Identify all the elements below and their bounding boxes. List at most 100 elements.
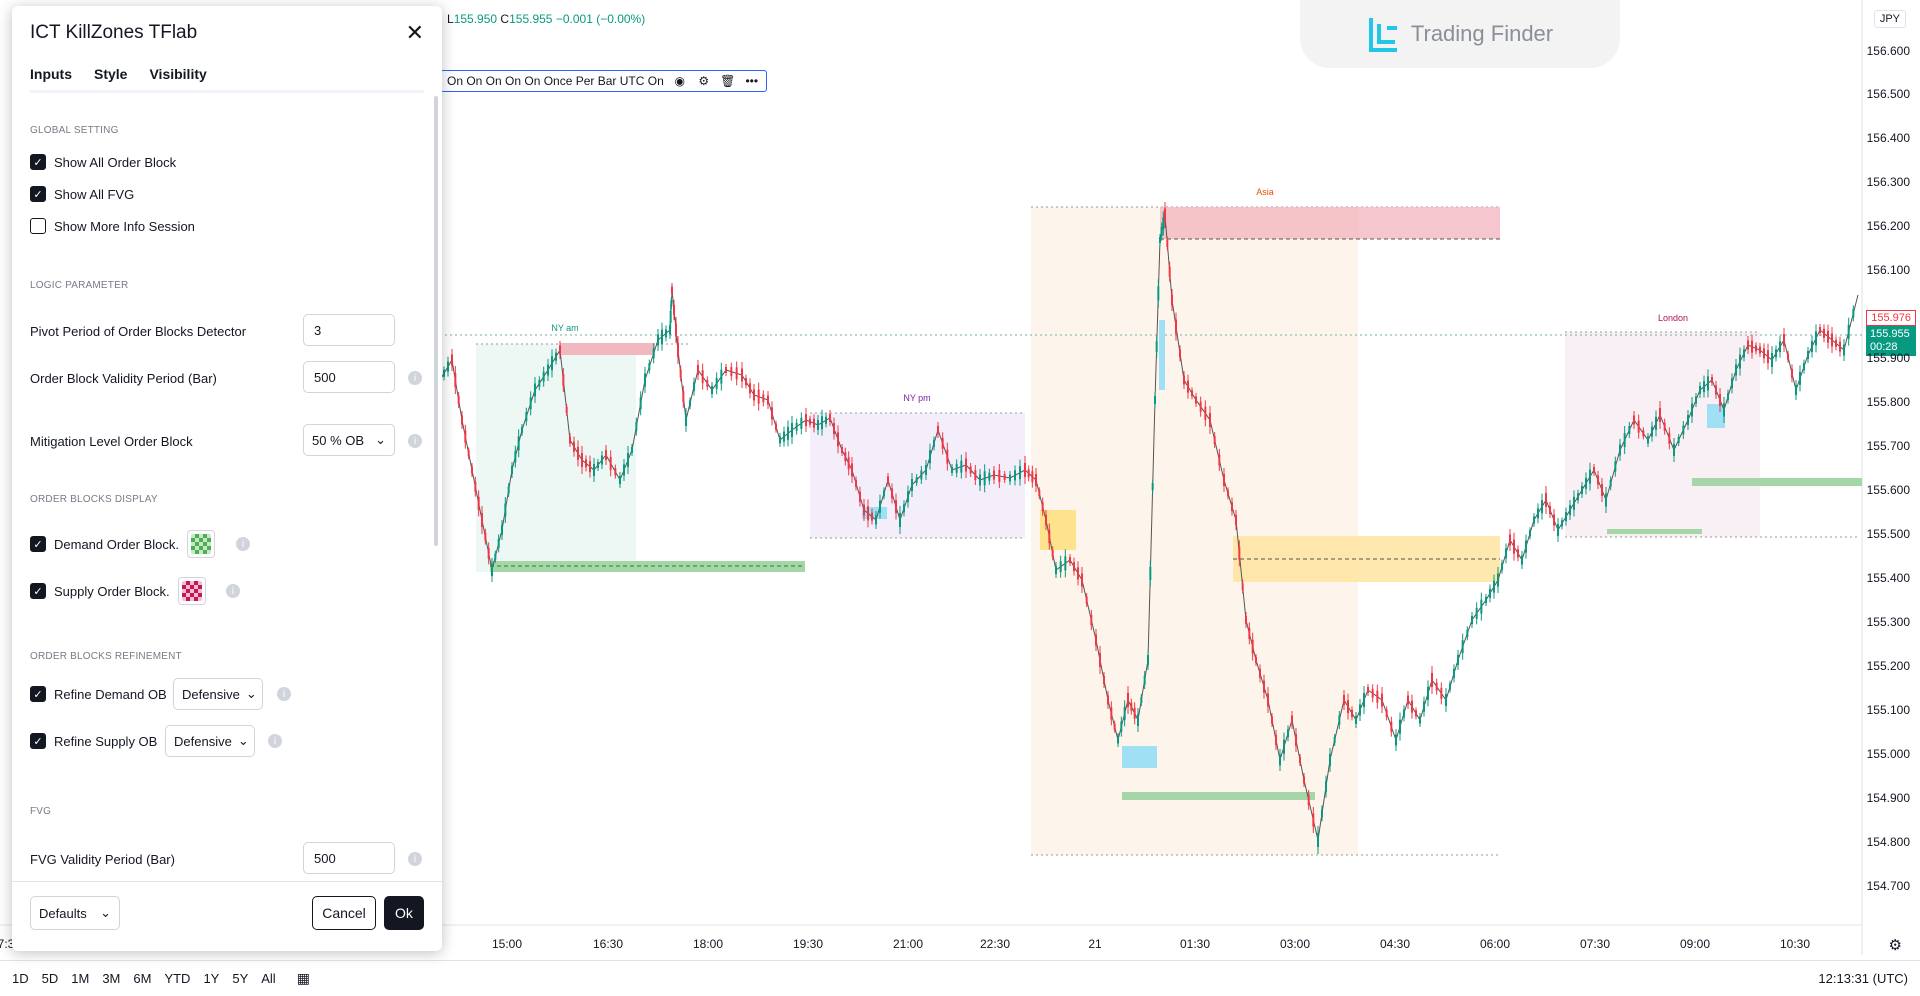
candle-body xyxy=(1597,475,1599,485)
indicator-legend-row[interactable]: On On On On On Once Per Bar UTC On ◉ ⚙ 🗑… xyxy=(440,70,767,92)
ob-validity-input[interactable]: 500 xyxy=(303,361,395,393)
pivot-period-input[interactable]: 3 xyxy=(303,314,395,346)
candle-body xyxy=(1051,549,1054,557)
refine-supply-select[interactable]: Defensive ⌄ xyxy=(165,725,255,757)
supply-color-swatch[interactable] xyxy=(177,577,206,605)
candle-body xyxy=(1024,463,1026,477)
candle-body xyxy=(1130,702,1133,711)
candle-body xyxy=(648,363,651,371)
candle-body xyxy=(1168,266,1171,277)
range-button[interactable]: 5D xyxy=(41,971,59,986)
candle-body xyxy=(1038,490,1041,497)
range-button[interactable]: 5Y xyxy=(232,971,249,986)
candle-body xyxy=(1655,416,1657,430)
candle-body xyxy=(1847,324,1850,339)
candle-body xyxy=(1569,505,1571,515)
candle-body xyxy=(547,364,549,376)
refine-demand-select[interactable]: Defensive ⌄ xyxy=(173,678,263,710)
tab-style[interactable]: Style xyxy=(94,66,128,82)
gear-icon[interactable]: ⚙ xyxy=(698,74,710,88)
candle-body xyxy=(609,456,612,470)
candle-body xyxy=(467,450,470,457)
candle-body xyxy=(559,345,561,355)
defaults-dropdown[interactable]: Defaults ⌄ xyxy=(30,896,120,930)
last-price-tag-green: 155.955 00:28 xyxy=(1866,326,1916,356)
candle-body xyxy=(1803,363,1805,371)
range-button[interactable]: YTD xyxy=(164,971,191,986)
chevron-down-icon: ⌄ xyxy=(375,432,386,447)
candle-body xyxy=(779,436,781,444)
range-button[interactable]: 1D xyxy=(12,971,29,986)
show-all-fvg-checkbox[interactable]: ✓ xyxy=(30,186,46,202)
refine-demand-row[interactable]: ✓ Refine Demand OB xyxy=(30,686,167,702)
candle-body xyxy=(1045,515,1047,525)
show-all-ob-checkbox[interactable]: ✓ xyxy=(30,154,46,170)
dialog-footer: Defaults ⌄ Cancel Ok xyxy=(12,881,442,951)
close-icon[interactable]: ✕ xyxy=(405,20,424,45)
demand-ob-row[interactable]: ✓ Demand Order Block. xyxy=(30,530,215,558)
tab-inputs[interactable]: Inputs xyxy=(30,66,72,93)
info-icon[interactable]: i xyxy=(236,537,250,551)
candle-body xyxy=(1823,328,1825,338)
candle-body xyxy=(682,391,685,403)
candle-body xyxy=(1440,687,1443,699)
candle-body xyxy=(1471,616,1473,624)
candle-body xyxy=(1449,683,1451,690)
candle-body xyxy=(511,466,513,474)
show-all-fvg-row[interactable]: ✓ Show All FVG xyxy=(30,186,134,202)
range-button[interactable]: 6M xyxy=(133,971,152,986)
candle-body xyxy=(1283,739,1285,754)
candle-body xyxy=(951,467,953,473)
calendar-icon[interactable]: ▦ xyxy=(296,970,310,986)
supply-ob-checkbox[interactable]: ✓ xyxy=(30,583,46,599)
ok-button[interactable]: Ok xyxy=(384,896,424,930)
show-all-fvg-label: Show All FVG xyxy=(54,186,135,202)
chevron-down-icon: ⌄ xyxy=(245,686,257,701)
chart-settings-gear-icon[interactable]: ⚙ xyxy=(1888,937,1902,954)
info-icon[interactable]: i xyxy=(268,734,282,748)
refine-supply-checkbox[interactable]: ✓ xyxy=(30,733,46,749)
supply-ob-row[interactable]: ✓ Supply Order Block. xyxy=(30,577,206,605)
dialog-tabs: Inputs Style Visibility xyxy=(30,66,207,93)
candle-body xyxy=(1585,477,1587,489)
refine-supply-row[interactable]: ✓ Refine Supply OB xyxy=(30,733,157,749)
refine-demand-checkbox[interactable]: ✓ xyxy=(30,686,46,702)
candle-body xyxy=(875,515,877,525)
range-button[interactable]: 1Y xyxy=(203,971,220,986)
currency-button[interactable]: JPY xyxy=(1873,10,1906,28)
candle-body xyxy=(491,564,493,576)
dialog-scrollbar[interactable] xyxy=(434,96,438,546)
demand-color-swatch[interactable] xyxy=(187,530,215,558)
candle-body xyxy=(1480,599,1483,614)
tab-visibility[interactable]: Visibility xyxy=(149,66,207,82)
show-all-ob-row[interactable]: ✓ Show All Order Block xyxy=(30,154,176,170)
info-icon[interactable]: i xyxy=(226,584,240,598)
range-button[interactable]: All xyxy=(261,971,276,986)
show-more-info-checkbox[interactable] xyxy=(30,218,46,234)
info-icon[interactable]: i xyxy=(408,371,422,385)
candle-body xyxy=(471,466,473,474)
trash-icon[interactable]: 🗑 xyxy=(720,74,736,88)
more-icon[interactable]: ••• xyxy=(745,74,759,88)
fvg-validity-input[interactable]: 500 xyxy=(303,842,395,874)
info-icon[interactable]: i xyxy=(408,434,422,448)
bottom-toolbar: 1D 5D 1M 3M 6M YTD 1Y 5Y All ▦ 12:13:31 (UTC) xyxy=(0,960,1920,996)
info-icon[interactable]: i xyxy=(408,852,422,866)
candle-body xyxy=(1466,629,1469,637)
show-more-info-row[interactable]: Show More Info Session xyxy=(30,218,195,234)
range-button[interactable]: 3M xyxy=(102,971,121,986)
candle-body xyxy=(715,377,718,389)
dialog-body[interactable]: GLOBAL SETTING ✓ Show All Order Block ✓ … xyxy=(12,96,442,886)
info-icon[interactable]: i xyxy=(277,687,291,701)
candle-body xyxy=(1209,413,1211,427)
candle-body xyxy=(1263,680,1265,693)
demand-ob-checkbox[interactable]: ✓ xyxy=(30,536,46,552)
mitigation-select[interactable]: 50 % OB ⌄ xyxy=(303,424,395,456)
range-button[interactable]: 1M xyxy=(71,971,90,986)
fvg-box xyxy=(1122,746,1157,768)
utc-clock[interactable]: 12:13:31 (UTC) xyxy=(1818,971,1908,986)
eye-icon[interactable]: ◉ xyxy=(674,74,685,88)
cancel-button[interactable]: Cancel xyxy=(312,896,376,930)
time-tick-label: 21:00 xyxy=(892,937,924,951)
